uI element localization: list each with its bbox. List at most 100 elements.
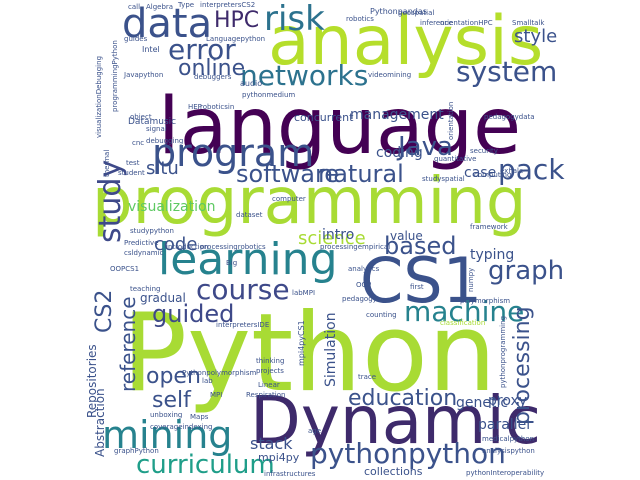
word-pythonpython: pythonpython — [310, 437, 506, 470]
word-course: course — [196, 273, 290, 306]
word-teaching: teaching — [130, 285, 161, 293]
word-intel: Intel — [142, 45, 160, 54]
word-orientation: orientation — [447, 101, 455, 140]
word-projects: projects — [256, 367, 284, 375]
word-respiration: Respiration — [246, 391, 286, 399]
word-java: Java — [398, 132, 453, 162]
word-reference: reference — [116, 296, 140, 393]
word-processingempirical: processingempirical — [320, 243, 391, 251]
word-self: self — [152, 388, 191, 413]
word-unboxing: unboxing — [150, 411, 183, 419]
word-test: test — [126, 159, 140, 167]
word-thinking: thinking — [256, 357, 285, 365]
word-studyspatial: studyspatial — [422, 175, 465, 183]
word-oopcs1: OOPCS1 — [110, 265, 140, 273]
word-studypython: studypython — [130, 227, 174, 235]
word-debuggers: debuggers — [194, 73, 232, 81]
word-program: program — [152, 131, 315, 175]
word-curriculum: curriculum — [136, 450, 275, 480]
word-languagepython: Languagepython — [206, 35, 266, 43]
word-exhale: exhale — [500, 167, 524, 175]
word-based: based — [384, 232, 457, 260]
word-maps: Maps — [190, 413, 209, 421]
word-graphpython: graphPython — [114, 447, 159, 455]
word-audio: audio — [240, 79, 263, 88]
word-object: object — [130, 113, 152, 121]
word-interpreterscs2: interpretersCS2 — [200, 1, 256, 9]
word-processingrobotics: processingrobotics — [200, 243, 266, 251]
word-error: error — [168, 33, 236, 66]
word-mpi: MPI — [210, 391, 223, 399]
word-mpi4py: mpi4py — [258, 451, 300, 464]
word-abstraction: Abstraction — [93, 388, 107, 457]
word-labmpi: labMPI — [292, 289, 316, 297]
word-proxy: proxy — [488, 393, 528, 409]
word-case: case — [464, 165, 497, 181]
word-style: style — [514, 26, 558, 47]
word-visualizationdebugging: visualizationDebugging — [95, 55, 103, 138]
word-introduction: introduction — [166, 243, 209, 251]
word-risk: risk — [264, 0, 325, 39]
word-dynamic: Dynamic — [250, 382, 542, 459]
word-concurrent: concurrent — [294, 111, 354, 124]
word-geospatial: geospatial — [398, 9, 435, 17]
word-guided: guided — [152, 300, 235, 328]
word-machine: machine — [404, 295, 525, 328]
word-big: Big — [226, 259, 238, 267]
word-collections: collections — [364, 465, 423, 478]
word-counting: counting — [366, 311, 397, 319]
word-value: value — [390, 229, 423, 243]
word-medicalpython: medicalpython — [482, 435, 535, 443]
word-first: first — [410, 283, 424, 291]
word-cnc: cnc — [132, 139, 145, 147]
word-videomining: videomining — [368, 71, 412, 79]
word-age: age — [308, 427, 322, 435]
word-parallel: parallel — [478, 417, 531, 433]
word-numpy: numpy — [467, 267, 475, 292]
word-learning: learning — [158, 234, 338, 285]
word-coding: coding — [376, 145, 423, 161]
word-javapython: Javapython — [124, 71, 164, 79]
word-analysis: analysis — [268, 2, 544, 81]
word-orientationhpc: orientationHPC — [440, 19, 493, 27]
word-cs1: CS1 — [360, 244, 483, 317]
word-code: code — [154, 234, 198, 255]
word-analysispython: analysispython — [482, 447, 535, 455]
word-intro: intro — [322, 227, 355, 243]
word-typing: typing — [470, 247, 515, 263]
word-pythonprogramming: pythonprogramming — [499, 315, 507, 388]
word-data: data — [122, 1, 213, 47]
word-mining: mining — [102, 413, 233, 457]
word-situ: situ — [146, 158, 179, 179]
word-roboticsin: roboticsin — [200, 103, 235, 111]
word-python: Python — [122, 291, 497, 416]
word-system: system — [456, 55, 558, 88]
word-signal: signal — [146, 125, 167, 133]
word-oop: OOP — [356, 281, 372, 289]
word-pythonpandas: Pythonpandas — [370, 7, 427, 16]
word-call: call — [128, 3, 141, 11]
word-algebra: Algebra — [146, 3, 174, 11]
word-stack: stack — [250, 434, 293, 453]
word-cs2: CS2 — [92, 289, 117, 333]
word-thermal: thermal — [103, 149, 111, 177]
word-inference: inference — [420, 19, 453, 27]
word-infrastructures: infrastructures — [264, 470, 316, 478]
word-management: management — [350, 107, 444, 123]
word-programmingpython: programmingPython — [111, 40, 119, 112]
word-linear: Linear — [258, 381, 280, 389]
word-pack: pack — [498, 153, 565, 186]
word-trace: trace — [358, 373, 377, 381]
word-hpc: HPC — [214, 8, 260, 33]
word-polymorphism: polymorphism — [460, 297, 511, 305]
word-smalltalk: Smalltalk — [512, 19, 545, 27]
word-csldynamic: csldynamic — [124, 249, 164, 257]
word-dataset: dataset — [236, 211, 263, 219]
word-student: student — [118, 169, 145, 177]
word-pythoninteroperability: pythonInteroperability — [466, 469, 545, 477]
word-pythonpolymorphism: Pythonpolymorphism — [182, 369, 257, 377]
word-hep: HEP — [188, 103, 202, 111]
word-lab: lab — [202, 377, 213, 385]
word-security: security — [470, 147, 498, 155]
word-classification: classification — [440, 319, 486, 327]
